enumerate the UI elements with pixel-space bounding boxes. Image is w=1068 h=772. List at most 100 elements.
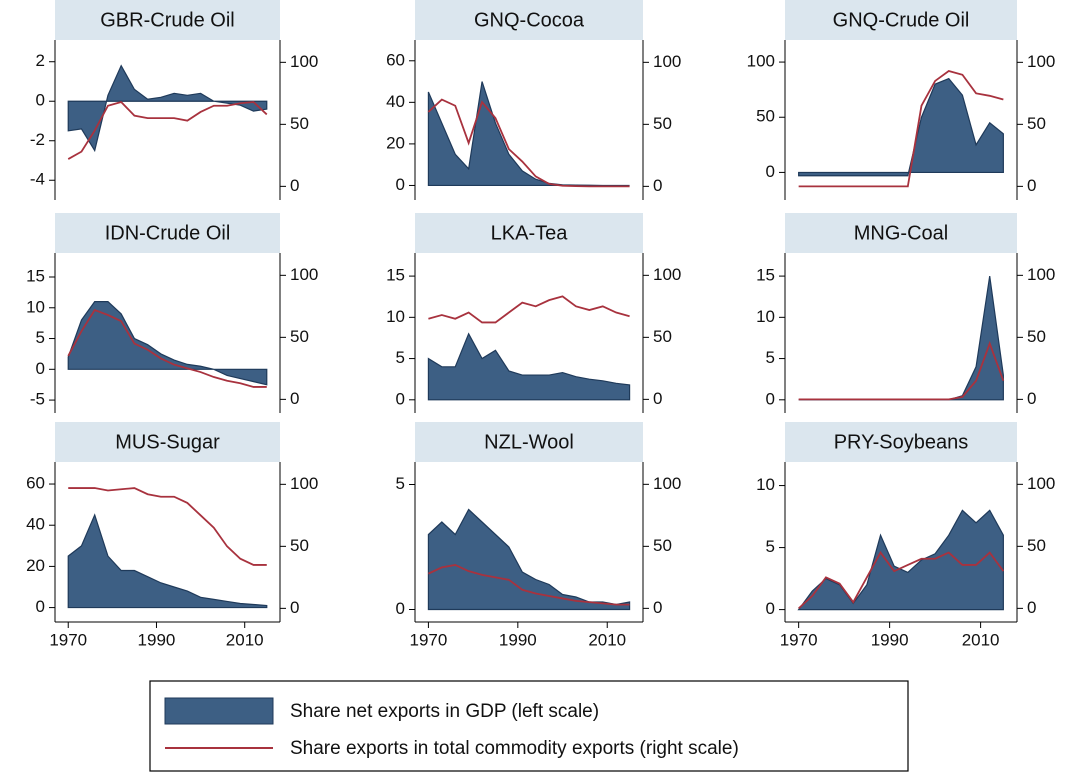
line <box>67 101 268 160</box>
area <box>798 276 1004 401</box>
y-tick-label: 0 <box>36 91 45 110</box>
y-tick-label: 15 <box>26 266 45 285</box>
panel-title: MNG-Coal <box>854 222 948 244</box>
x-tick-label: 2010 <box>962 630 1000 649</box>
line <box>68 487 267 566</box>
y2-tick-label: 50 <box>1027 536 1046 555</box>
y-tick-label: 20 <box>26 556 45 575</box>
area <box>67 301 268 386</box>
line <box>428 295 630 324</box>
area <box>67 64 268 153</box>
y2-tick-label: 50 <box>290 114 309 133</box>
area <box>427 81 630 187</box>
line <box>798 340 1005 401</box>
panel-header <box>55 422 280 462</box>
panel-header <box>785 0 1017 40</box>
panel-header <box>55 213 280 253</box>
y-tick-label: 0 <box>396 599 405 618</box>
y2-tick-label: 0 <box>653 598 662 617</box>
y-tick-label: 15 <box>386 266 405 285</box>
line <box>798 70 1004 188</box>
panel-title: GNQ-Crude Oil <box>833 9 970 31</box>
line <box>798 550 1005 610</box>
x-tick-label: 1990 <box>499 630 537 649</box>
x-tick-label: 1970 <box>409 630 447 649</box>
y-tick-label: 60 <box>26 474 45 493</box>
panel-header <box>785 213 1017 253</box>
y2-tick-label: 50 <box>653 114 672 133</box>
y2-tick-label: 100 <box>1027 265 1055 284</box>
panel-header <box>415 422 643 462</box>
area <box>797 509 1004 611</box>
y2-tick-label: 0 <box>1027 598 1036 617</box>
y2-tick-label: 0 <box>653 389 662 408</box>
y-tick-label: 0 <box>396 175 405 194</box>
y2-tick-label: 0 <box>290 176 299 195</box>
y2-tick-label: 0 <box>290 389 299 408</box>
x-tick-label: 2010 <box>226 630 264 649</box>
legend-label: Share net exports in GDP (left scale) <box>290 701 599 722</box>
y2-tick-label: 100 <box>653 474 681 493</box>
y-tick-label: 40 <box>386 92 405 111</box>
panel-header <box>785 422 1017 462</box>
y-tick-label: 2 <box>36 51 45 70</box>
y-tick-label: 100 <box>747 52 775 71</box>
y-tick-label: 0 <box>766 162 775 181</box>
y-tick-label: -5 <box>30 390 45 409</box>
y2-tick-label: 50 <box>290 327 309 346</box>
area <box>798 77 1004 177</box>
y2-tick-label: 50 <box>1027 327 1046 346</box>
y-tick-label: 5 <box>766 537 775 556</box>
y2-tick-label: 100 <box>290 474 318 493</box>
y2-tick-label: 50 <box>1027 114 1046 133</box>
line <box>427 98 630 188</box>
y2-tick-label: 50 <box>653 536 672 555</box>
panel-title: GNQ-Cocoa <box>474 9 585 31</box>
y2-tick-label: 0 <box>290 598 299 617</box>
panel-title: PRY-Soybeans <box>834 431 969 453</box>
line <box>428 564 630 606</box>
x-tick-label: 1990 <box>138 630 176 649</box>
x-tick-label: 2010 <box>588 630 626 649</box>
y-tick-label: 5 <box>396 474 405 493</box>
y-tick-label: 50 <box>756 107 775 126</box>
legend-swatch <box>164 697 274 725</box>
y2-tick-label: 50 <box>653 327 672 346</box>
legend-box <box>149 680 909 772</box>
y-tick-label: 0 <box>36 597 45 616</box>
y2-tick-label: 100 <box>653 52 681 71</box>
y-tick-label: 5 <box>766 348 775 367</box>
y-tick-label: -4 <box>30 170 45 189</box>
y-tick-label: 5 <box>36 328 45 347</box>
y-tick-label: 10 <box>26 297 45 316</box>
y-tick-label: 0 <box>766 599 775 618</box>
y-tick-label: 0 <box>766 389 775 408</box>
panel-header <box>55 0 280 40</box>
y-tick-label: 15 <box>756 266 775 285</box>
x-tick-label: 1970 <box>49 630 87 649</box>
panel-header <box>415 213 643 253</box>
y2-tick-label: 100 <box>653 265 681 284</box>
panel-header <box>415 0 643 40</box>
y-tick-label: -2 <box>30 130 45 149</box>
y-tick-label: 20 <box>386 133 405 152</box>
y-tick-label: 10 <box>756 307 775 326</box>
panel-title: NZL-Wool <box>484 431 574 453</box>
panel-title: LKA-Tea <box>491 222 569 244</box>
y-tick-label: 0 <box>36 359 45 378</box>
y-tick-label: 0 <box>396 389 405 408</box>
y2-tick-label: 0 <box>1027 389 1036 408</box>
y-tick-label: 10 <box>756 475 775 494</box>
panel-title: GBR-Crude Oil <box>100 9 234 31</box>
y2-tick-label: 100 <box>1027 474 1055 493</box>
y2-tick-label: 50 <box>290 536 309 555</box>
y2-tick-label: 100 <box>1027 52 1055 71</box>
area <box>427 332 631 401</box>
panel-title: MUS-Sugar <box>115 431 220 453</box>
y-tick-label: 5 <box>396 348 405 367</box>
area <box>67 513 268 609</box>
y2-tick-label: 0 <box>653 176 662 195</box>
x-tick-label: 1970 <box>780 630 818 649</box>
y2-tick-label: 0 <box>1027 176 1036 195</box>
